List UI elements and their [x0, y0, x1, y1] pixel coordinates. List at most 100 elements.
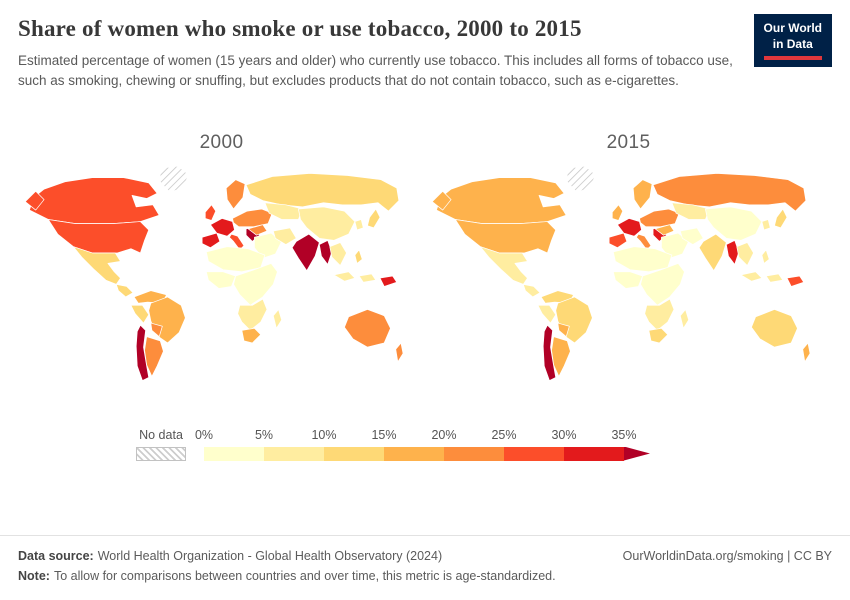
region-usa[interactable]	[47, 218, 149, 253]
world-map	[24, 165, 403, 381]
region-scandinavia[interactable]	[632, 178, 652, 209]
region-southeast-asia[interactable]	[735, 241, 754, 266]
region-middle-east[interactable]	[253, 232, 282, 259]
region-australia[interactable]	[750, 308, 798, 348]
region-argentina[interactable]	[550, 335, 571, 377]
region-new-zealand[interactable]	[394, 342, 403, 362]
legend-color-bar	[204, 446, 650, 461]
region-central-america[interactable]	[115, 283, 133, 297]
chart-subtitle: Estimated percentage of women (15 years …	[18, 53, 733, 89]
region-south-africa[interactable]	[241, 327, 261, 343]
legend-color-segment[interactable]	[504, 446, 564, 461]
region-peru[interactable]	[537, 304, 556, 323]
region-indonesia[interactable]	[333, 270, 376, 283]
legend-tick-label: 10%	[311, 427, 337, 442]
region-canada[interactable]	[28, 176, 160, 224]
region-new-zealand[interactable]	[801, 342, 810, 362]
region-myanmar[interactable]	[725, 239, 739, 265]
region-east-africa[interactable]	[639, 262, 685, 306]
region-iran[interactable]	[272, 226, 297, 245]
region-brazil[interactable]	[147, 296, 186, 343]
region-chile[interactable]	[135, 324, 149, 381]
region-east-africa[interactable]	[232, 262, 278, 306]
legend-color-segment[interactable]	[444, 446, 504, 461]
region-central-asia[interactable]	[264, 201, 303, 220]
region-alaska[interactable]	[24, 190, 44, 210]
legend-color-segment[interactable]	[564, 446, 624, 461]
chart-page: Share of women who smoke or use tobacco,…	[18, 14, 832, 461]
region-papua-new-guinea[interactable]	[786, 275, 804, 287]
region-iberia[interactable]	[201, 232, 220, 248]
region-bolivia[interactable]	[556, 322, 570, 337]
region-greenland[interactable]	[158, 165, 189, 193]
footer-source-text: World Health Organization - Global Healt…	[97, 548, 443, 563]
region-china[interactable]	[704, 206, 762, 241]
region-japan[interactable]	[366, 208, 380, 228]
region-usa[interactable]	[454, 218, 556, 253]
footer-source-label: Data source:	[18, 548, 94, 563]
region-eastern-europe[interactable]	[231, 208, 273, 227]
region-mexico[interactable]	[72, 245, 121, 285]
header-text: Share of women who smoke or use tobacco,…	[18, 14, 740, 92]
region-west-africa[interactable]	[205, 270, 236, 289]
region-madagascar[interactable]	[272, 308, 282, 329]
region-bolivia[interactable]	[149, 322, 163, 337]
region-central-america[interactable]	[522, 283, 540, 297]
legend-tick-label: 35%	[611, 427, 637, 442]
region-korea[interactable]	[761, 218, 771, 230]
legend: No data 0% 5% 10% 15% 20% 25% 30% 35%	[136, 428, 832, 461]
region-iberia[interactable]	[608, 232, 627, 248]
region-central-asia[interactable]	[671, 201, 710, 220]
legend-color-segment[interactable]	[204, 446, 264, 461]
legend-tick-label: 25%	[491, 427, 517, 442]
region-mexico[interactable]	[479, 245, 528, 285]
map-year-label-2000: 2000	[199, 131, 244, 153]
region-south-africa[interactable]	[648, 327, 668, 343]
legend-tick-label: 15%	[371, 427, 397, 442]
owid-logo[interactable]: Our World in Data	[753, 14, 832, 68]
region-philippines[interactable]	[761, 248, 770, 264]
region-north-africa[interactable]	[612, 245, 672, 272]
region-west-africa[interactable]	[612, 270, 643, 289]
footer-link[interactable]: OurWorldinData.org/smoking | CC BY	[622, 548, 832, 563]
region-peru[interactable]	[130, 304, 149, 323]
region-australia[interactable]	[343, 308, 391, 348]
region-turkey[interactable]	[654, 223, 674, 236]
legend-color-segment[interactable]	[264, 446, 324, 461]
region-japan[interactable]	[773, 208, 787, 228]
region-china[interactable]	[297, 206, 355, 241]
legend-arrow-segment[interactable]	[624, 446, 650, 461]
region-papua-new-guinea[interactable]	[379, 275, 397, 287]
region-north-africa[interactable]	[205, 245, 265, 272]
region-indonesia[interactable]	[740, 270, 783, 283]
region-uk[interactable]	[611, 203, 623, 221]
region-myanmar[interactable]	[318, 239, 332, 265]
region-turkey[interactable]	[247, 223, 267, 236]
region-iran[interactable]	[679, 226, 704, 245]
region-alaska[interactable]	[431, 190, 451, 210]
region-india[interactable]	[698, 233, 727, 271]
legend-color-segment[interactable]	[384, 446, 444, 461]
region-uk[interactable]	[204, 203, 216, 221]
region-scandinavia[interactable]	[225, 178, 245, 209]
legend-no-data-label: No data	[139, 427, 183, 442]
region-southern-africa[interactable]	[643, 298, 674, 331]
region-korea[interactable]	[354, 218, 364, 230]
region-madagascar[interactable]	[679, 308, 689, 329]
map-panel-2015: 2015	[425, 132, 832, 394]
region-argentina[interactable]	[143, 335, 164, 377]
legend-color-segment[interactable]	[324, 446, 384, 461]
region-canada[interactable]	[435, 176, 567, 224]
region-southeast-asia[interactable]	[328, 241, 347, 266]
legend-no-data-swatch[interactable]	[136, 446, 186, 461]
region-chile[interactable]	[542, 324, 556, 381]
region-philippines[interactable]	[354, 248, 363, 264]
region-southern-africa[interactable]	[236, 298, 267, 331]
owid-logo-line2: in Data	[772, 36, 813, 51]
region-india[interactable]	[291, 233, 320, 271]
region-brazil[interactable]	[554, 296, 593, 343]
region-greenland[interactable]	[565, 165, 596, 193]
owid-logo-line1: Our World	[763, 21, 822, 35]
region-eastern-europe[interactable]	[638, 208, 680, 227]
region-middle-east[interactable]	[660, 232, 689, 259]
